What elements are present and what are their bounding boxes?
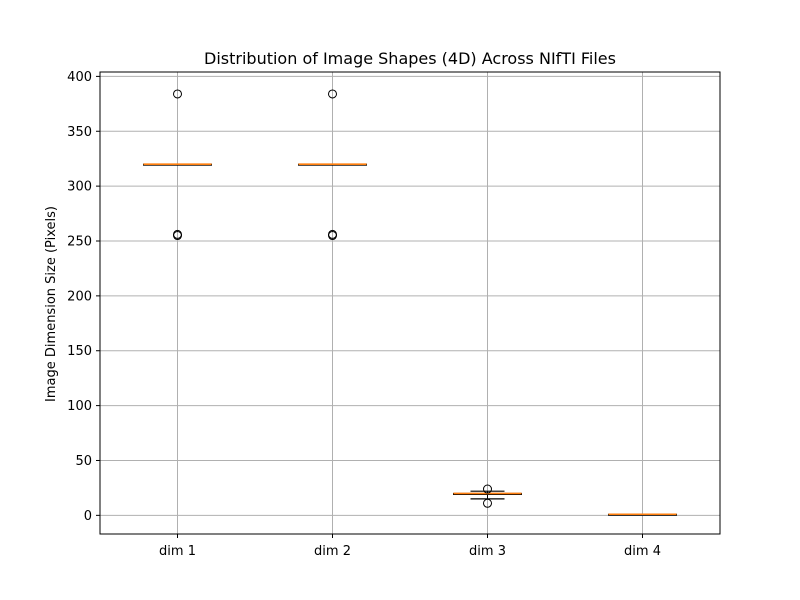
x-tick-label: dim 4 xyxy=(624,544,661,559)
outlier-point xyxy=(328,89,337,99)
y-tick-label: 150 xyxy=(67,344,92,359)
box-dim-2 xyxy=(298,89,367,241)
box-dim-1 xyxy=(143,89,212,241)
y-tick-label: 100 xyxy=(67,399,92,414)
x-tick-label: dim 3 xyxy=(469,544,506,559)
outlier-point xyxy=(483,484,492,494)
y-tick-label: 250 xyxy=(67,234,92,249)
outlier-point xyxy=(483,498,492,508)
tick-layer: 0 50 100 150 200 250 300 350 400 dim 1 dim 2 dim 3 d… xyxy=(67,70,661,559)
y-tick-label: 300 xyxy=(67,180,92,195)
x-tick-label: dim 2 xyxy=(314,544,351,559)
y-tick-label: 350 xyxy=(67,125,92,140)
box-dim-4 xyxy=(608,513,677,516)
box-layer xyxy=(143,89,677,516)
x-tick-label: dim 1 xyxy=(159,544,196,559)
outlier-point xyxy=(328,231,337,241)
plot-frame xyxy=(99,71,721,535)
y-axis-label: Image Dimension Size (Pixels) xyxy=(44,206,59,402)
chart-title: Distribution of Image Shapes (4D) Across… xyxy=(204,49,616,68)
y-tick-label: 50 xyxy=(75,454,92,469)
y-tick-label: 400 xyxy=(67,70,92,85)
y-tick-label: 0 xyxy=(84,509,92,524)
box-dim-3 xyxy=(453,484,522,508)
outlier-point xyxy=(173,89,182,99)
y-tick-label: 200 xyxy=(67,289,92,304)
outlier-point xyxy=(173,231,182,241)
grid-layer xyxy=(100,72,720,534)
